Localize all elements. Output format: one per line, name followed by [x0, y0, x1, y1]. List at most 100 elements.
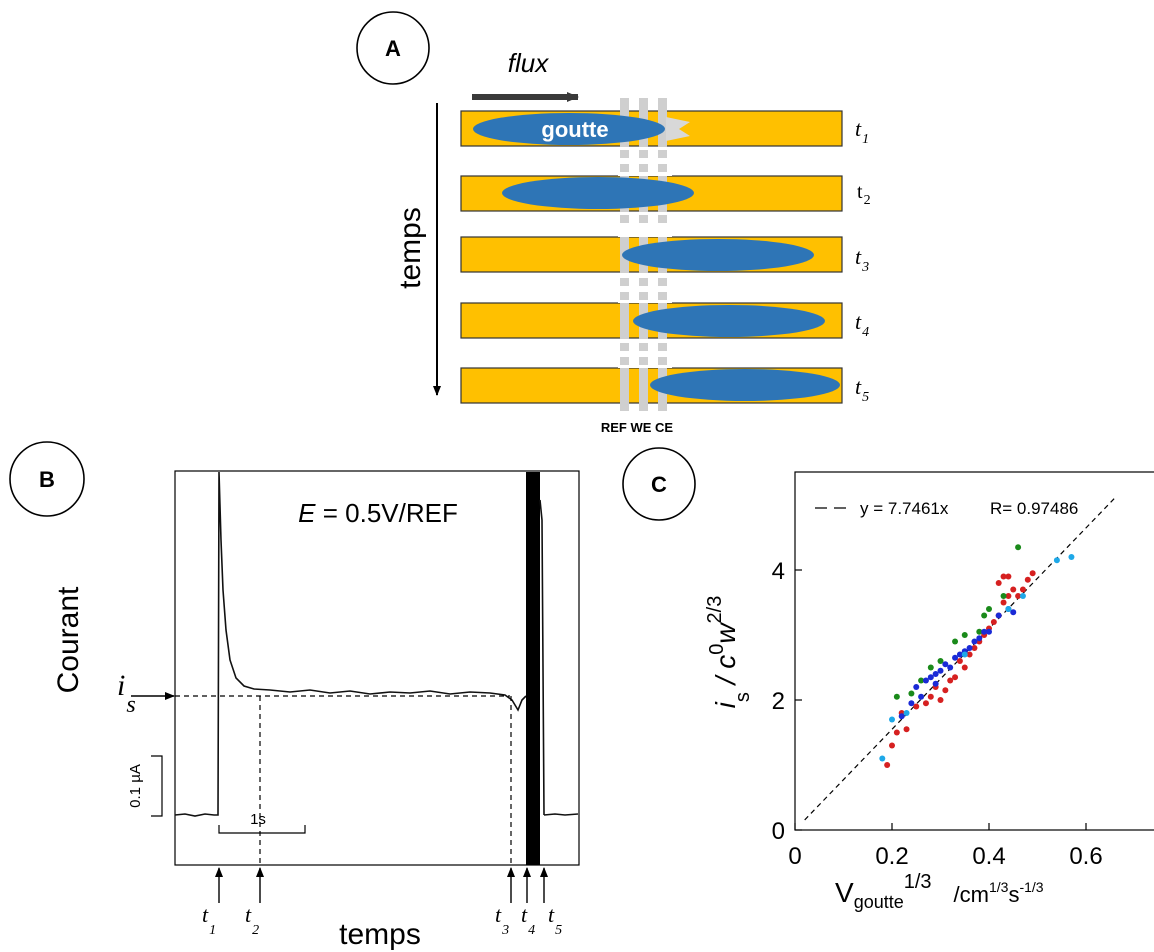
data-point-blue [956, 651, 963, 658]
data-point-red [1015, 593, 1022, 599]
data-point-blue [947, 664, 954, 671]
data-point-blue [918, 693, 925, 700]
data-point-green [976, 628, 983, 635]
is-symbol: is [117, 669, 136, 718]
data-point-blue [908, 700, 915, 707]
marker-t1: t1 [202, 902, 216, 938]
data-point-cyan [1005, 606, 1012, 612]
row-time-1: t1 [855, 116, 869, 147]
data-point-cyan [879, 755, 886, 762]
data-point-cyan [889, 716, 895, 723]
droplet-label: goutte [541, 117, 608, 142]
data-point-blue [995, 612, 1002, 619]
data-point-blue [937, 667, 944, 674]
data-point-red [942, 687, 949, 694]
current-scale-label: 0.1 µA [127, 764, 144, 808]
panel-a: A flux temps [356, 11, 871, 435]
data-point-blue [981, 628, 988, 635]
data-point-green [927, 664, 934, 671]
time-axis-label: temps [394, 207, 427, 289]
scatter-ticks: 0 0.2 0.4 0.6 0 2 4 [772, 558, 1103, 870]
fit-line [804, 498, 1115, 821]
data-point-green [937, 658, 944, 664]
data-point-red [1019, 586, 1026, 593]
data-point-red [913, 703, 920, 710]
time-scale-label: 1s [250, 811, 266, 828]
meniscus-mark [666, 117, 690, 141]
row-time-3: t3 [855, 244, 869, 275]
data-point-green [1000, 593, 1007, 599]
scatter-points [879, 544, 1075, 768]
data-point-green [918, 677, 925, 684]
data-point-cyan [1053, 557, 1060, 564]
current-spike-tail [539, 499, 545, 816]
flux-label: flux [508, 48, 549, 78]
data-point-red [884, 762, 891, 768]
marker-t4: t4 [521, 902, 535, 938]
data-point-cyan [961, 651, 968, 658]
data-point-blue [1010, 609, 1017, 616]
x-tick-label: 0 [788, 843, 801, 870]
data-point-green [1015, 544, 1022, 551]
panel-b: B Courant E = 0.5V/REF is 0.1 µA 1s t [9, 441, 580, 951]
data-point-blue [966, 645, 973, 651]
electrode-labels: REF WE CE [601, 420, 674, 435]
scatter-x-label: Vgoutte1/3/cm1/3s-1/3 [835, 871, 1044, 912]
legend-fit-equation: y = 7.7461x [860, 499, 949, 518]
data-point-green [986, 606, 992, 612]
row-time-2: t2 [857, 181, 871, 208]
droplet-row-3 [622, 239, 814, 271]
x-tick-label: 0.6 [1069, 843, 1102, 870]
panel-c-badge [622, 447, 696, 521]
panel-a-letter: A [385, 36, 401, 61]
data-point-green [908, 690, 915, 697]
data-point-blue [898, 713, 905, 720]
y-tick-label: 0 [772, 818, 785, 845]
data-point-blue [986, 628, 992, 635]
data-point-green [981, 612, 988, 619]
data-point-red [922, 700, 929, 707]
potential-label: E = 0.5V/REF [298, 498, 458, 528]
panel-b-badge [9, 441, 85, 517]
data-point-red [1010, 586, 1017, 593]
current-trace-end [543, 813, 579, 816]
data-point-blue [971, 638, 978, 645]
data-point-red [961, 664, 968, 671]
data-point-blue [976, 635, 983, 642]
current-spike-block [526, 472, 540, 865]
data-point-green [952, 638, 959, 645]
droplet-row-1 [473, 113, 665, 145]
data-point-red [966, 651, 973, 658]
current-trace [174, 471, 527, 817]
current-time-axis-label: temps [339, 918, 421, 951]
time-scale-bar [218, 825, 306, 834]
data-point-red [927, 693, 934, 700]
data-point-red [952, 674, 959, 681]
data-point-red [1024, 576, 1031, 583]
time-markers [215, 867, 548, 903]
data-point-blue [927, 674, 934, 681]
panel-c: C 0 0.2 0.4 0.6 0 2 4 y = 7.7461x R= 0.97486 i… [622, 447, 1154, 912]
panel-b-letter: B [39, 467, 55, 492]
data-point-red [903, 726, 910, 733]
data-point-blue [922, 677, 929, 684]
y-tick-label: 4 [772, 558, 785, 585]
data-point-red [990, 619, 997, 625]
panel-a-badge [356, 11, 430, 85]
data-point-red [1005, 593, 1012, 599]
data-point-blue [932, 671, 939, 677]
marker-t2: t2 [245, 902, 259, 938]
data-point-green [961, 632, 968, 638]
current-plot-frame [174, 470, 580, 866]
current-axis-label: Courant [52, 586, 85, 693]
data-point-red [947, 677, 954, 684]
data-point-red [937, 697, 944, 703]
x-tick-label: 0.2 [875, 843, 908, 870]
y-tick-label: 2 [772, 688, 785, 715]
marker-t3: t3 [495, 902, 509, 938]
data-point-cyan [903, 710, 910, 716]
data-point-blue [942, 661, 949, 668]
data-point-cyan [1068, 554, 1075, 560]
data-point-blue [952, 654, 959, 661]
